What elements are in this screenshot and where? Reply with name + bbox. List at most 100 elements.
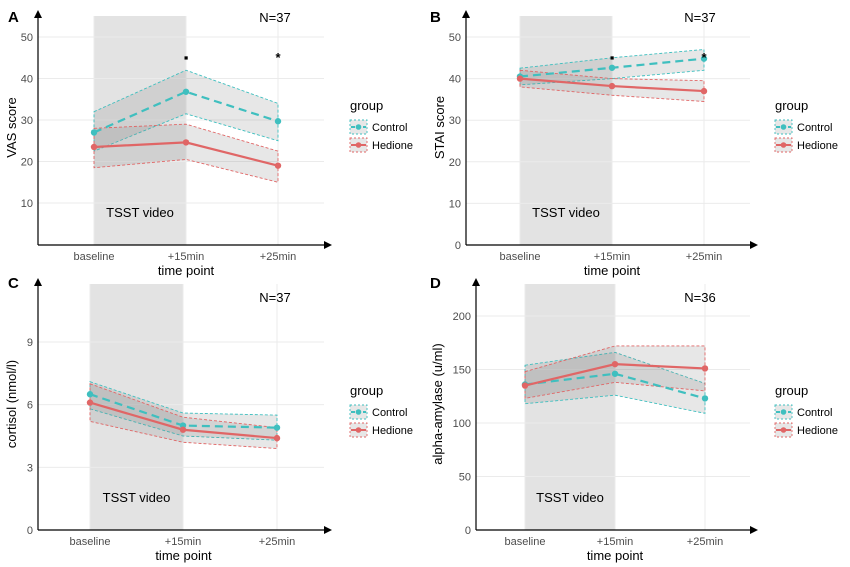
tsst-video-label: TSST video	[536, 490, 604, 505]
y-axis-arrow	[472, 278, 480, 286]
legend-point-hedione	[355, 427, 362, 433]
legend-label-control: Control	[797, 122, 832, 134]
y-tick-label: 150	[453, 365, 471, 377]
legend-point-control	[355, 124, 362, 130]
legend-title: group	[350, 383, 383, 398]
y-tick-label: 100	[453, 418, 471, 430]
x-tick-label: +25min	[260, 251, 296, 263]
y-axis-arrow	[34, 10, 42, 18]
x-axis-arrow	[324, 241, 332, 249]
point-hedione-0	[90, 143, 98, 151]
x-axis-arrow	[324, 526, 332, 534]
y-axis-arrow	[462, 10, 470, 18]
legend-point-hedione	[780, 427, 787, 433]
point-hedione-1	[182, 139, 190, 146]
legend-label-control: Control	[372, 407, 407, 419]
legend: group Control Hedione	[349, 383, 413, 438]
point-control-1	[182, 88, 190, 95]
ribbon-hedione	[93, 123, 279, 183]
y-tick-label: 10	[21, 198, 33, 210]
tsst-shaded-region	[525, 284, 615, 530]
panel-letter: C	[8, 275, 19, 292]
legend-point-control	[355, 409, 362, 415]
sample-size-label: N=37	[259, 10, 290, 25]
point-hedione-1	[608, 82, 616, 90]
panel-letter: D	[430, 275, 441, 292]
y-tick-label: 20	[21, 157, 33, 169]
y-axis-arrow	[34, 278, 42, 286]
x-axis-arrow	[750, 241, 758, 249]
y-tick-label: 10	[449, 198, 461, 210]
panel-a: 10 20 30 40 50 baseline +15min +25min time point…	[4, 9, 413, 278]
ribbon-hedione	[89, 383, 278, 450]
significance-mark: ▪	[184, 50, 189, 65]
y-tick-label: 0	[465, 525, 471, 537]
legend-label-hedione: Hedione	[797, 425, 838, 437]
point-control-0	[90, 129, 98, 136]
legend: group Control Hedione	[349, 98, 413, 153]
point-hedione-1	[611, 360, 619, 368]
x-tick-label: +25min	[686, 251, 722, 263]
point-hedione-0	[521, 382, 529, 389]
tsst-shaded-region	[520, 16, 612, 245]
legend-point-control	[780, 124, 787, 130]
point-control-1	[608, 64, 616, 71]
panel-letter: B	[430, 9, 441, 26]
legend-label-control: Control	[797, 407, 832, 419]
x-tick-label: +15min	[165, 536, 201, 548]
line-control	[93, 90, 279, 134]
y-tick-label: 200	[453, 311, 471, 323]
legend-label-control: Control	[372, 122, 407, 134]
y-tick-label: 50	[21, 32, 33, 44]
tsst-video-label: TSST video	[532, 205, 600, 220]
x-tick-label: +25min	[687, 536, 723, 548]
sample-size-label: N=36	[684, 290, 715, 305]
x-tick-label: baseline	[500, 251, 541, 263]
legend-point-control	[780, 409, 787, 415]
sample-size-label: N=37	[684, 10, 715, 25]
point-hedione-0	[516, 75, 524, 82]
panel-d: 0 50 100 150 200 baseline +15min +25min time poi…	[430, 275, 838, 563]
y-tick-label: 30	[21, 115, 33, 127]
legend-title: group	[775, 98, 808, 113]
significance-mark: *	[701, 50, 707, 65]
x-tick-label: baseline	[70, 536, 111, 548]
point-hedione-2	[701, 365, 709, 372]
legend-label-hedione: Hedione	[372, 425, 413, 437]
y-axis-title: alpha-amylase (u/ml)	[430, 343, 445, 464]
y-tick-label: 50	[459, 472, 471, 484]
line-control	[524, 372, 706, 400]
x-axis-title: time point	[587, 548, 644, 563]
y-tick-label: 6	[27, 400, 33, 412]
y-tick-label: 40	[21, 74, 33, 86]
x-tick-label: +15min	[168, 251, 204, 263]
tsst-video-label: TSST video	[106, 205, 174, 220]
x-axis-title: time point	[584, 263, 641, 278]
x-tick-label: +15min	[594, 251, 630, 263]
point-hedione-0	[86, 399, 94, 406]
panel-c: 0 3 6 9 baseline +15min +25min time point cortis…	[4, 275, 413, 563]
y-tick-label: 40	[449, 74, 461, 86]
legend-label-hedione: Hedione	[797, 140, 838, 152]
tsst-video-label: TSST video	[103, 490, 171, 505]
ribbon-control	[524, 351, 706, 414]
y-axis-title: STAI score	[432, 96, 447, 159]
significance-mark: *	[275, 50, 281, 65]
significance-mark: ▪	[610, 50, 615, 65]
legend-title: group	[775, 383, 808, 398]
y-tick-label: 20	[449, 157, 461, 169]
legend-title: group	[350, 98, 383, 113]
legend-point-hedione	[780, 142, 787, 148]
point-hedione-2	[274, 162, 282, 169]
y-tick-label: 0	[27, 525, 33, 537]
x-axis-title: time point	[158, 263, 215, 278]
y-tick-label: 0	[455, 240, 461, 252]
panel-letter: A	[8, 9, 19, 26]
y-tick-label: 50	[449, 32, 461, 44]
x-tick-label: +25min	[259, 536, 295, 548]
point-control-1	[611, 370, 619, 377]
point-control-2	[273, 424, 281, 431]
x-axis-title: time point	[155, 548, 212, 563]
point-hedione-2	[700, 87, 708, 95]
y-tick-label: 30	[449, 115, 461, 127]
